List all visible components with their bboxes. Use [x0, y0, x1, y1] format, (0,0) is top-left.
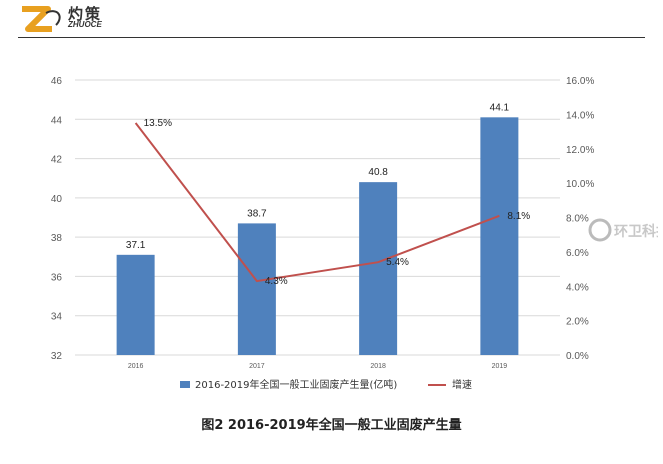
- legend-line-label: 增速: [452, 378, 472, 391]
- bar: [117, 255, 155, 355]
- y-right-tick-label: 6.0%: [566, 248, 589, 259]
- x-tick-label: 2017: [249, 363, 265, 370]
- y-left-tick-label: 46: [51, 76, 63, 87]
- y-left-tick-label: 34: [51, 312, 63, 323]
- y-left-tick-label: 36: [51, 272, 63, 283]
- watermark-text: 环卫科技网: [614, 223, 658, 240]
- line-data-label: 4.3%: [265, 276, 288, 287]
- y-left-tick-label: 44: [51, 115, 63, 126]
- growth-line: [136, 123, 500, 281]
- x-tick-label: 2019: [492, 363, 508, 370]
- bar-data-label: 38.7: [247, 208, 267, 219]
- bar-data-label: 37.1: [126, 240, 146, 251]
- line-data-label: 8.1%: [507, 211, 530, 222]
- bar: [238, 223, 276, 355]
- y-left-tick-label: 32: [51, 351, 63, 362]
- y-right-tick-label: 2.0%: [566, 317, 589, 328]
- y-right-tick-label: 4.0%: [566, 282, 589, 293]
- y-right-tick-label: 14.0%: [566, 110, 594, 121]
- bar-data-label: 44.1: [490, 102, 510, 113]
- y-right-tick-label: 16.0%: [566, 76, 594, 87]
- y-right-tick-label: 0.0%: [566, 351, 589, 362]
- chart: 32 34 36 38 40 42 44 46 0.0% 2.0% 4.0% 6.0% 8.0% 10.0…: [0, 0, 663, 410]
- y-left-tick-label: 42: [51, 155, 63, 166]
- bar: [480, 117, 518, 355]
- legend-bar-label: 2016-2019年全国一般工业固废产生量(亿吨): [195, 378, 397, 391]
- line-data-label: 5.4%: [386, 257, 409, 268]
- y-right-tick-label: 10.0%: [566, 179, 594, 190]
- x-tick-label: 2016: [128, 363, 144, 370]
- y-left-tick-label: 40: [51, 194, 63, 205]
- bar-data-label: 40.8: [368, 167, 388, 178]
- line-data-label: 13.5%: [144, 118, 172, 129]
- legend-bar-swatch: [180, 381, 190, 388]
- bar: [359, 182, 397, 355]
- y-left-tick-label: 38: [51, 233, 63, 244]
- x-tick-label: 2018: [370, 363, 386, 370]
- y-right-tick-label: 12.0%: [566, 145, 594, 156]
- watermark-logo-icon: [590, 220, 610, 240]
- y-right-tick-label: 8.0%: [566, 214, 589, 225]
- figure-caption: 图2 2016-2019年全国一般工业固废产生量: [0, 414, 663, 433]
- watermark: 环卫科技网: [588, 210, 658, 250]
